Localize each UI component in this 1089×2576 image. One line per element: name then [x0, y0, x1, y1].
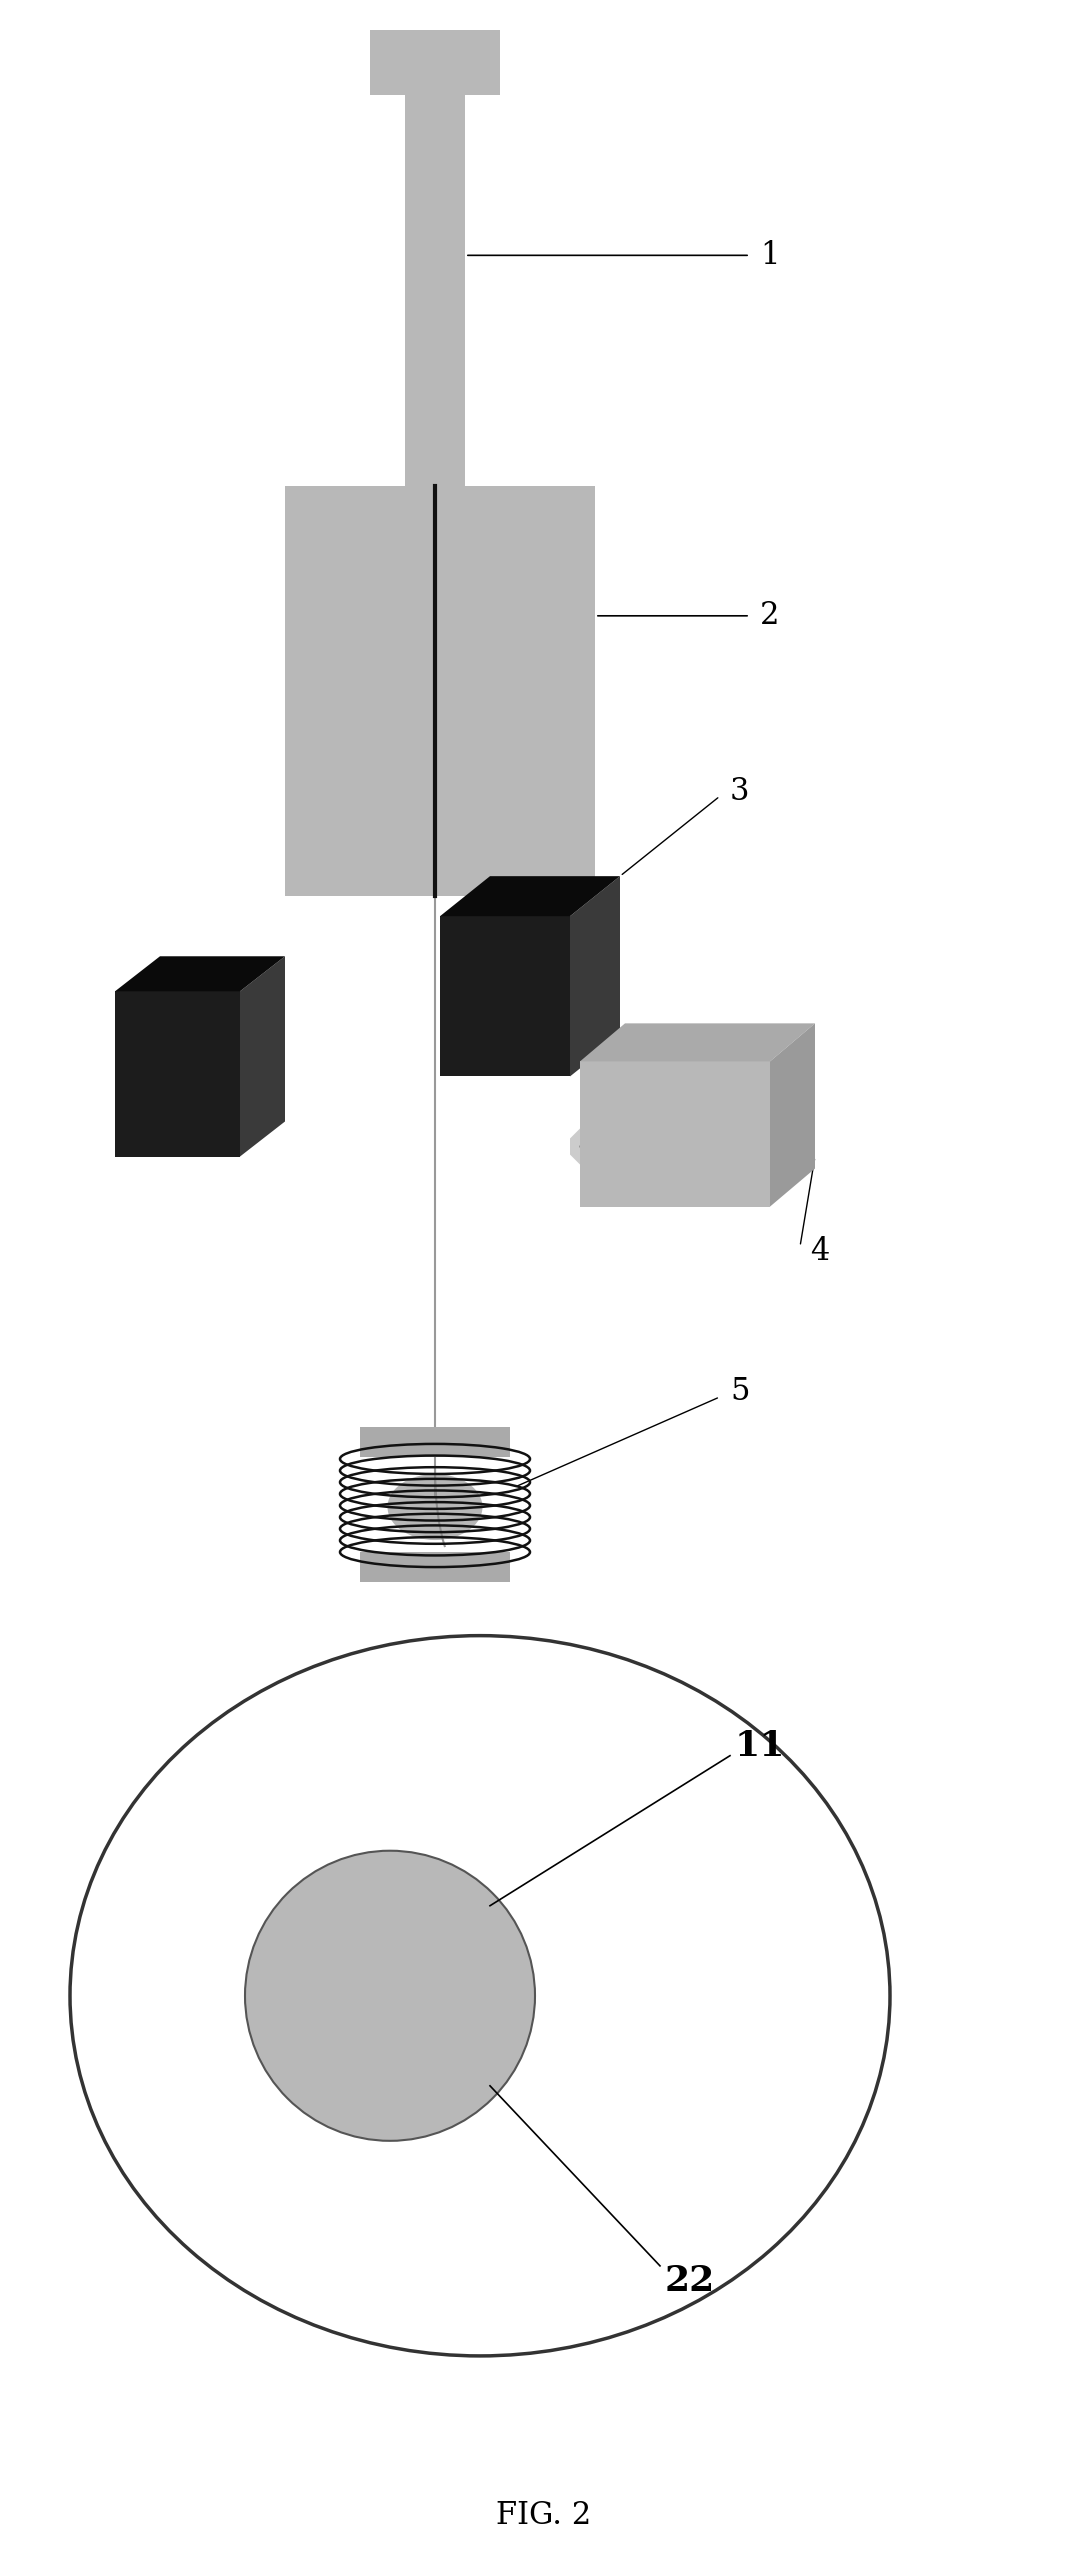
- Polygon shape: [570, 876, 620, 1077]
- Text: FIG. 1: FIG. 1: [497, 1662, 591, 1692]
- Bar: [440, 917, 570, 1077]
- Text: 2: 2: [760, 600, 780, 631]
- Text: 1: 1: [760, 240, 780, 270]
- Bar: [285, 487, 595, 896]
- Polygon shape: [770, 1023, 815, 1206]
- Ellipse shape: [70, 1636, 890, 2357]
- Bar: [580, 1061, 770, 1206]
- Polygon shape: [115, 956, 285, 992]
- Polygon shape: [580, 1023, 815, 1061]
- Text: 4: 4: [810, 1236, 829, 1267]
- Polygon shape: [570, 1128, 580, 1164]
- Bar: [360, 1427, 510, 1458]
- Text: 11: 11: [735, 1728, 785, 1762]
- Bar: [115, 992, 240, 1157]
- Text: 5: 5: [730, 1376, 749, 1406]
- Bar: [360, 1553, 510, 1582]
- Polygon shape: [440, 876, 620, 917]
- Ellipse shape: [388, 1473, 482, 1540]
- Circle shape: [245, 1850, 535, 2141]
- Bar: [370, 31, 500, 95]
- Text: 22: 22: [665, 2264, 715, 2298]
- Text: 3: 3: [730, 775, 749, 806]
- Bar: [405, 90, 465, 487]
- Text: FIG. 2: FIG. 2: [497, 2501, 591, 2532]
- Polygon shape: [240, 956, 285, 1157]
